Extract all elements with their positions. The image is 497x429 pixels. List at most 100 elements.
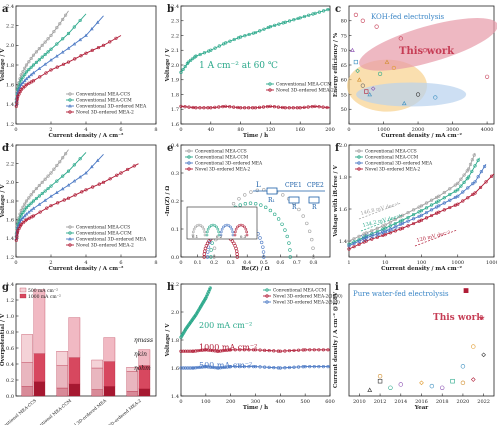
data-point bbox=[326, 365, 330, 369]
y-tick-label: 0.1 bbox=[171, 227, 179, 233]
data-point bbox=[233, 365, 237, 369]
data-point bbox=[66, 60, 71, 64]
panel-e: e 0 0.1 0.2 0.3 0.4 0.5 0.6 0.7 0.8 0.0 0.1 0.2 0.3 0.… bbox=[164, 143, 331, 272]
data-point bbox=[194, 106, 198, 110]
data-point bbox=[383, 223, 387, 227]
data-point bbox=[448, 192, 452, 197]
data-point bbox=[97, 182, 101, 186]
data-point bbox=[34, 186, 39, 191]
data-point bbox=[347, 244, 351, 248]
data-point bbox=[19, 78, 23, 82]
legend-label: Novel 3D-ordered MEA-2(1000) bbox=[273, 295, 343, 300]
data-point bbox=[283, 228, 287, 232]
data-point bbox=[190, 349, 195, 353]
data-point bbox=[352, 241, 356, 246]
data-point bbox=[61, 62, 66, 66]
data-point bbox=[24, 218, 29, 222]
y-tick-label: 60 bbox=[341, 78, 347, 84]
data-point bbox=[84, 51, 88, 55]
data-point bbox=[398, 36, 403, 41]
data-point bbox=[78, 157, 82, 161]
x-tick-label: 80 bbox=[237, 127, 243, 133]
data-point bbox=[437, 204, 441, 208]
data-point bbox=[217, 105, 221, 109]
y-tick-label: 1.7 bbox=[171, 107, 179, 113]
data-point bbox=[37, 66, 42, 70]
data-point bbox=[411, 213, 416, 217]
data-point bbox=[192, 227, 196, 231]
data-point bbox=[231, 230, 235, 234]
series-line bbox=[348, 173, 495, 250]
x-tick-label: 0 bbox=[14, 127, 17, 133]
data-point bbox=[183, 64, 187, 69]
data-point bbox=[55, 65, 59, 69]
data-point bbox=[73, 193, 77, 197]
data-point bbox=[198, 365, 202, 369]
data-point bbox=[419, 213, 424, 217]
data-point bbox=[90, 48, 94, 52]
data-point bbox=[66, 183, 71, 187]
data-point bbox=[406, 219, 410, 223]
data-point bbox=[419, 204, 424, 208]
data-point bbox=[460, 380, 466, 386]
circuit-label: R bbox=[312, 204, 317, 211]
x-tick-label: 4 bbox=[84, 127, 87, 133]
data-point bbox=[202, 51, 207, 55]
data-point bbox=[437, 194, 441, 198]
data-point bbox=[181, 366, 185, 370]
stacked-bar-segment bbox=[21, 386, 33, 397]
data-point bbox=[259, 203, 263, 207]
data-point bbox=[27, 216, 31, 220]
data-point bbox=[311, 255, 316, 259]
data-point bbox=[183, 349, 188, 353]
panel-i: i 2010 2012 2014 2016 2018 2020 2022 Year Current… bbox=[332, 282, 495, 411]
y-tick-label: 2.4 bbox=[171, 4, 179, 10]
data-point bbox=[96, 45, 101, 50]
data-point bbox=[429, 213, 434, 218]
data-point bbox=[301, 365, 305, 369]
y-tick-label: 0.4 bbox=[171, 143, 179, 149]
condition-annotation: 1 A cm⁻² at 60 ℃ bbox=[199, 61, 278, 71]
data-point bbox=[370, 232, 374, 236]
data-point bbox=[253, 106, 258, 110]
data-point bbox=[31, 79, 36, 83]
data-point bbox=[243, 201, 248, 206]
panel-letter: c bbox=[335, 4, 341, 15]
data-point bbox=[456, 202, 460, 206]
data-point bbox=[211, 365, 215, 369]
plot-frame bbox=[348, 283, 495, 397]
y-tick-label: 0.0 bbox=[171, 255, 179, 261]
data-point bbox=[216, 349, 220, 353]
legend-label: Conventional MEA-CCM bbox=[76, 231, 132, 237]
data-point bbox=[383, 233, 387, 237]
data-point bbox=[49, 68, 53, 72]
inset-tick-label: 0.2 bbox=[216, 234, 223, 239]
x-tick-label: 0.8 bbox=[309, 260, 317, 266]
data-point bbox=[253, 348, 258, 352]
data-point bbox=[227, 224, 231, 227]
series-line bbox=[15, 154, 104, 239]
data-point bbox=[191, 349, 196, 353]
x-axis-label: Time / h bbox=[243, 405, 268, 411]
y-axis-label: Current density / A cm⁻² @1.8V bbox=[332, 291, 339, 388]
data-point bbox=[267, 365, 271, 369]
data-point bbox=[225, 348, 229, 352]
data-point bbox=[55, 42, 59, 46]
data-point bbox=[311, 12, 315, 16]
data-point bbox=[66, 31, 71, 36]
data-point bbox=[419, 218, 424, 222]
y-axis-label: Energy efficiency / % bbox=[333, 32, 339, 97]
category-label: Conventional MEA-CCS bbox=[0, 399, 38, 425]
data-point bbox=[357, 239, 361, 243]
y-tick-label: 2.4 bbox=[6, 143, 14, 149]
data-point bbox=[321, 105, 325, 109]
x-tick-label: 2016 bbox=[415, 399, 428, 405]
x-tick-label: 0 bbox=[14, 260, 17, 266]
data-point bbox=[255, 188, 259, 193]
data-point bbox=[191, 230, 195, 234]
data-point bbox=[40, 55, 44, 59]
legend-swatch bbox=[19, 287, 27, 293]
data-point bbox=[191, 57, 195, 61]
data-point bbox=[298, 106, 302, 110]
